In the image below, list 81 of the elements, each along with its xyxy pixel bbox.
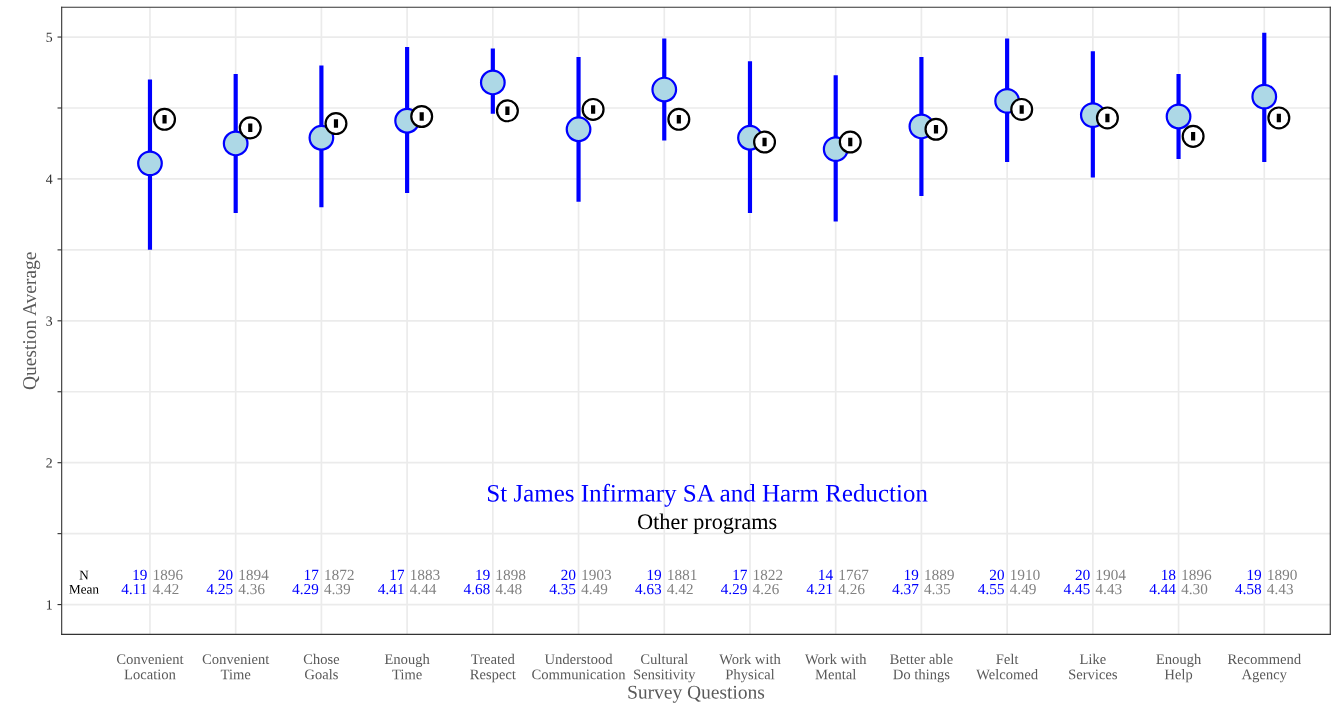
y-axis-title: Question Average	[23, 252, 41, 390]
text: Other programs	[637, 513, 777, 534]
y-tick-label: 4	[45, 174, 53, 184]
x-tick-label: Chose Goals	[303, 653, 340, 680]
annotation: 4.44	[1149, 584, 1176, 595]
annotation: 20	[989, 569, 1004, 581]
annotation: Mean	[69, 584, 99, 594]
annotation: 4.11	[121, 583, 147, 595]
x-tick-label: Better able Do things	[890, 653, 953, 683]
annotation: 4.35	[924, 583, 951, 595]
annotation: 4.26	[752, 583, 779, 595]
annotation: 4.42	[667, 583, 693, 595]
x-tick-label: Enough Time	[384, 653, 430, 680]
x-tick-label: Work with Physical	[719, 653, 781, 683]
annotation: 19	[1247, 569, 1262, 581]
annotation: 20	[561, 569, 576, 581]
annotation: 1872	[325, 569, 354, 581]
annotation: 4.21	[806, 583, 833, 595]
annotation: 4.36	[238, 583, 265, 595]
annotation: 1896	[153, 569, 183, 581]
annotation: 18	[1162, 569, 1176, 581]
annotation: 17	[733, 569, 747, 580]
annotation: 4.55	[978, 584, 1004, 595]
annotation: 1894	[239, 569, 269, 581]
x-tick-label: Work with Mental	[804, 653, 867, 680]
annotation: 4.41	[378, 583, 404, 595]
annotation: 4.43	[1095, 583, 1122, 595]
annotation: 4.37	[892, 583, 919, 595]
annotation: 4.29	[292, 583, 319, 595]
y-tick-label: 5	[46, 32, 53, 42]
annotation: 1910	[1011, 569, 1040, 581]
annotation: 1822	[753, 569, 783, 581]
annotation: 4.26	[838, 583, 865, 595]
annotation: 1898	[496, 569, 526, 581]
annotation: 4.63	[635, 583, 662, 595]
annotation: 1904	[1096, 569, 1126, 581]
y-tick-label: 2	[46, 458, 52, 468]
annotation: 1881	[668, 569, 697, 581]
annotation: 4.49	[581, 583, 608, 595]
annotation: 20	[218, 569, 233, 581]
x-tick-label: Convenient Location	[116, 654, 184, 680]
annotation: 1767	[839, 569, 869, 581]
annotation: 4.39	[324, 583, 351, 595]
annotation: 4.42	[152, 583, 179, 595]
annotation: 17	[390, 569, 405, 580]
x-tick-label: Felt Welcomed	[976, 653, 1038, 680]
x-tick-label: Cultural Sensitivity	[634, 653, 696, 683]
annotation: 4.25	[206, 583, 233, 595]
annotation: 1903	[582, 569, 612, 581]
annotation: 19	[133, 569, 147, 581]
annotation: 4.35	[549, 583, 576, 595]
annotation: 1889	[925, 569, 954, 581]
x-tick-label: Recommend Agency	[1227, 653, 1301, 683]
y-tick-label: 1	[46, 600, 52, 610]
y-tick-label: 3	[46, 316, 53, 326]
annotation: 4.45	[1063, 584, 1090, 595]
annotation: 1890	[1268, 569, 1297, 581]
annotation: 14	[819, 569, 833, 580]
x-tick-label: Convenient Time	[202, 654, 270, 680]
annotation: 4.49	[1010, 583, 1036, 595]
x-tick-label: Understood Communication	[532, 653, 626, 680]
annotation: 17	[304, 569, 319, 580]
text: St James Infirmary SA and Harm Reduction	[488, 483, 928, 507]
annotation: 1896	[1182, 569, 1212, 581]
annotation: 4.58	[1235, 583, 1262, 595]
x-tick-label: Enough Help	[1156, 653, 1202, 683]
annotation: 4.30	[1181, 583, 1208, 595]
annotation: 19	[647, 569, 662, 581]
x-tick-label: Treated Respect	[470, 653, 516, 683]
x-tick-label: Like Services	[1069, 653, 1118, 680]
annotation: 19	[476, 569, 490, 581]
annotation: 4.43	[1267, 583, 1293, 595]
annotation: 20	[1075, 569, 1090, 581]
annotation: 1883	[411, 569, 440, 581]
annotation: 4.48	[495, 583, 522, 595]
x-axis-title: Survey Questions	[628, 685, 765, 703]
annotation: 4.44	[409, 584, 437, 595]
annotation: 4.29	[720, 583, 747, 595]
annotation: 19	[904, 569, 919, 581]
annotation: 4.68	[463, 583, 490, 595]
annotation: N	[79, 570, 89, 580]
